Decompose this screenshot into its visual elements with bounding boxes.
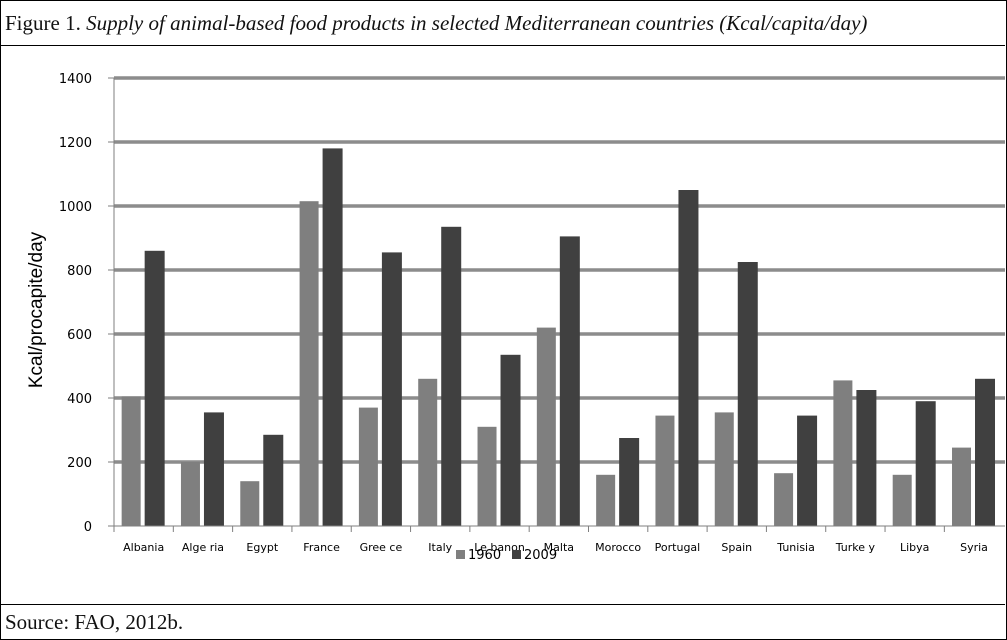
- bar-egypt-1960: [240, 481, 260, 526]
- bar-france-1960: [299, 201, 319, 526]
- bar-lebanon-2009: [500, 354, 521, 526]
- legend: 1960 2009: [456, 548, 557, 563]
- figure-caption: Figure 1. Supply of animal-based food pr…: [0, 0, 1005, 46]
- x-category-label: Spain: [721, 541, 752, 554]
- x-category-label: Malta: [544, 541, 574, 554]
- bar-portugal-1960: [655, 415, 675, 526]
- y-tick-label: 1400: [59, 72, 92, 87]
- x-category-label: Gree ce: [360, 541, 403, 554]
- bar-france-2009: [322, 148, 343, 526]
- bar-tunisia-1960: [774, 473, 794, 526]
- y-tick-labels: 0 200 400 600 800 1000 1200 1400: [59, 72, 92, 535]
- legend-label-1960: 1960: [468, 548, 501, 563]
- y-tick-label: 200: [67, 456, 92, 471]
- x-category-label: Albania: [123, 541, 164, 554]
- legend-label-2009: 2009: [524, 548, 557, 563]
- bar-malta-2009: [559, 236, 580, 526]
- bar-algeria-2009: [203, 412, 224, 526]
- bar-morocco-2009: [619, 438, 640, 526]
- bar-turkey-1960: [833, 380, 853, 526]
- y-tick-label: 400: [67, 392, 92, 407]
- bar-morocco-1960: [596, 474, 616, 526]
- bar-greece-2009: [381, 252, 402, 526]
- bar-italy-1960: [418, 378, 438, 526]
- bar-spain-1960: [714, 412, 734, 526]
- x-category-label: Libya: [900, 541, 929, 554]
- bar-egypt-2009: [263, 434, 284, 526]
- x-category-label: Turke y: [835, 541, 876, 554]
- legend-swatch-1960: [456, 550, 465, 559]
- bar-turkey-2009: [856, 390, 877, 526]
- bar-italy-2009: [441, 226, 462, 527]
- bar-algeria-1960: [180, 462, 200, 526]
- x-category-label: France: [303, 541, 340, 554]
- bar-portugal-2009: [678, 190, 699, 526]
- y-tick-label: 0: [84, 520, 92, 535]
- x-category-label: Tunisia: [776, 541, 815, 554]
- y-tick-label: 600: [67, 328, 92, 343]
- y-tick-label: 1000: [59, 200, 92, 215]
- figure-label: Figure 1.: [5, 11, 81, 35]
- bar-chart: 0 200 400 600 800 1000 1200 1400 Albania Alge ri…: [26, 72, 1005, 563]
- bar-libya-2009: [915, 401, 936, 526]
- axes: [108, 77, 1005, 532]
- x-category-label: Portugal: [655, 541, 701, 554]
- bar-libya-1960: [892, 474, 912, 526]
- bar-greece-1960: [358, 407, 378, 526]
- x-category-label: Italy: [428, 541, 452, 554]
- x-category-label: Syria: [960, 541, 988, 554]
- bar-tunisia-2009: [797, 415, 818, 526]
- x-category-label: Morocco: [595, 541, 641, 554]
- y-tick-label: 1200: [59, 136, 92, 151]
- figure-title: Supply of animal-based food products in …: [86, 11, 868, 35]
- bar-lebanon-1960: [477, 426, 497, 526]
- bar-albania-2009: [144, 250, 165, 527]
- x-category-label: Alge ria: [182, 541, 224, 554]
- bar-albania-1960: [121, 396, 141, 526]
- figure-source: Source: FAO, 2012b.: [0, 604, 1005, 638]
- bars: [121, 148, 996, 527]
- y-tick-label: 800: [67, 264, 92, 279]
- y-axis-label: Kcal/procapite/day: [26, 231, 47, 388]
- bar-syria-1960: [952, 447, 972, 526]
- bar-spain-2009: [737, 262, 758, 526]
- x-category-label: Egypt: [246, 541, 278, 554]
- bar-malta-1960: [536, 327, 556, 526]
- legend-swatch-2009: [512, 550, 521, 559]
- bar-syria-2009: [975, 378, 996, 526]
